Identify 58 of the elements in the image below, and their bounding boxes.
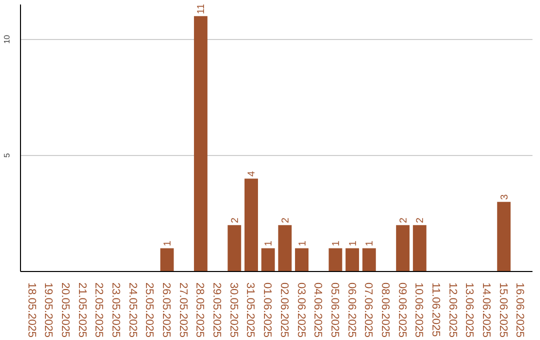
data-label: 1 <box>264 240 275 246</box>
data-label: 1 <box>330 240 342 246</box>
bar <box>362 248 376 272</box>
x-tick-label: 13.06.2025 <box>463 282 476 338</box>
bar <box>244 178 258 272</box>
x-tick-label: 06.06.2025 <box>345 282 358 338</box>
x-tick-label: 22.05.2025 <box>92 282 105 338</box>
x-tick-label: 23.05.2025 <box>110 282 122 338</box>
x-tick-label: 04.06.2025 <box>312 282 324 338</box>
x-tick-label: 19.05.2025 <box>42 282 54 338</box>
data-label: 1 <box>297 240 308 246</box>
data-label: 2 <box>280 217 292 224</box>
x-tick-label: 02.06.2025 <box>278 282 290 338</box>
x-tick-label: 08.06.2025 <box>378 282 391 338</box>
data-label: 2 <box>398 217 410 224</box>
bar <box>261 248 275 272</box>
data-label: 4 <box>246 170 258 177</box>
x-tick-label: 12.06.2025 <box>446 282 458 338</box>
x-tick-label: 14.06.2025 <box>480 282 492 338</box>
bar <box>194 16 208 272</box>
x-tick-label: 29.05.2025 <box>210 282 223 338</box>
bar <box>412 225 426 272</box>
x-tick-label: 21.05.2025 <box>76 282 88 338</box>
bar <box>295 248 308 272</box>
y-tick-label: 5 <box>2 152 12 158</box>
data-label: 1 <box>364 240 376 246</box>
x-tick-label: 05.06.2025 <box>328 282 340 338</box>
bar <box>497 202 511 272</box>
x-tick-label: 27.05.2025 <box>176 282 189 338</box>
bar <box>160 248 174 272</box>
x-tick-label: 20.05.2025 <box>58 282 71 338</box>
data-label: 1 <box>162 240 174 246</box>
x-tick-label: 25.05.2025 <box>143 282 156 338</box>
y-tick-label: 10 <box>2 34 12 44</box>
x-tick-label: 10.06.2025 <box>412 282 425 338</box>
x-tick-label: 16.06.2025 <box>514 282 526 338</box>
bar <box>396 225 410 272</box>
data-label: 11 <box>196 3 208 14</box>
x-tick-label: 26.05.2025 <box>160 282 172 338</box>
bar <box>328 248 342 272</box>
x-tick-label: 01.06.2025 <box>261 282 274 338</box>
data-label: 2 <box>415 217 426 224</box>
x-tick-label: 11.06.2025 <box>430 282 442 337</box>
x-tick-label: 15.06.2025 <box>496 282 509 338</box>
bar <box>278 225 292 272</box>
x-tick-label: 24.05.2025 <box>126 282 138 338</box>
x-tick-label: 07.06.2025 <box>362 282 374 338</box>
x-tick-label: 30.05.2025 <box>227 282 240 338</box>
data-label: 2 <box>230 217 241 224</box>
bar <box>346 248 360 272</box>
x-tick-label: 28.05.2025 <box>194 282 206 338</box>
x-tick-label: 09.06.2025 <box>396 282 408 338</box>
bar <box>228 225 242 272</box>
x-tick-label: 18.05.2025 <box>25 282 38 338</box>
data-label: 3 <box>499 194 510 200</box>
data-label: 1 <box>348 240 359 246</box>
x-tick-label: 03.06.2025 <box>294 282 307 338</box>
x-tick-label: 31.05.2025 <box>244 282 256 338</box>
